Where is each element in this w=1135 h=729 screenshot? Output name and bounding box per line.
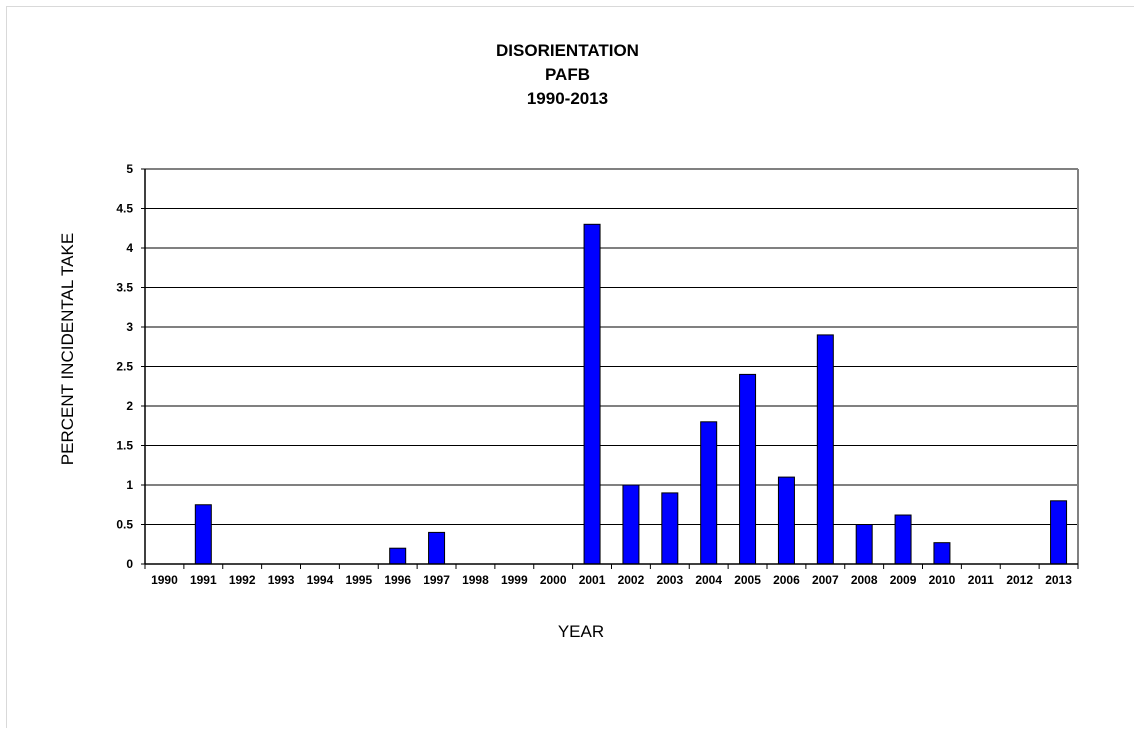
bar-2008 [855,524,873,565]
y-tick-label: 1 [126,478,133,492]
x-tick-label: 2008 [851,573,878,587]
bar-2007 [816,334,834,565]
x-tick-label: 1999 [501,573,528,587]
chart-title-line-1: DISORIENTATION [496,41,639,60]
y-tick-label: 1.5 [116,439,133,453]
axes [141,168,1079,569]
bar-2013 [1050,500,1068,565]
bar-2010 [933,542,951,565]
x-tick-label: 1992 [229,573,256,587]
x-tick-label: 2005 [734,573,761,587]
gridlines [145,168,1078,525]
chart-title-line-3: 1990-2013 [526,89,609,108]
y-tick-label: 4.5 [116,202,133,216]
x-tick-label: 2012 [1006,573,1033,587]
y-tick-label: 4 [126,241,133,255]
bar-2006 [777,476,795,565]
x-tick-label: 2001 [579,573,606,587]
x-tick-label: 1997 [423,573,450,587]
y-tick-label: 2 [126,399,133,413]
y-tick-label: 5 [126,162,133,176]
page-border [6,6,1134,728]
y-tick-label: 0.5 [116,518,133,532]
x-tick-label: 2010 [929,573,956,587]
bar-2009 [894,514,912,565]
x-tick-label: 1991 [190,573,217,587]
bar-2002 [622,484,640,565]
x-tick-label: 2007 [812,573,839,587]
y-tick-label: 3 [126,320,133,334]
chart-title-line-2: PAFB [544,65,590,84]
x-tick-labels: 1990 1991 1992 1993 1994 1995 1996 1997 1998 1999… [151,573,1072,587]
bars [194,223,1068,565]
x-tick-label: 1996 [384,573,411,587]
y-tick-label: 2.5 [116,360,133,374]
x-tick-label: 2003 [656,573,683,587]
bar-2003 [661,492,679,565]
x-tick-label: 1990 [151,573,178,587]
x-tick-label: 2000 [540,573,567,587]
x-tick-label: 1993 [268,573,295,587]
bar-1996 [389,547,407,565]
y-tick-labels: 0 0.5 1 1.5 2 2.5 3 3.5 4 4.5 5 [116,162,133,571]
x-tick-label: 2009 [890,573,917,587]
y-axis-title: PERCENT INCIDENTAL TAKE [58,233,77,465]
x-tick-label: 1994 [307,573,334,587]
bar-2001 [583,223,601,565]
x-tick-label: 2004 [695,573,722,587]
x-tick-label: 1995 [345,573,372,587]
y-tick-label: 3.5 [116,281,133,295]
x-tick-label: 2011 [968,573,994,587]
bar-1997 [428,531,446,565]
x-tick-label: 2002 [618,573,645,587]
y-tick-label: 0 [126,557,133,571]
x-tick-label: 2013 [1045,573,1072,587]
x-tick-label: 1998 [462,573,489,587]
bar-2005 [739,373,757,565]
bar-1991 [194,504,212,565]
bar-2004 [700,421,718,565]
x-tick-label: 2006 [773,573,800,587]
x-axis-title: YEAR [558,622,604,641]
